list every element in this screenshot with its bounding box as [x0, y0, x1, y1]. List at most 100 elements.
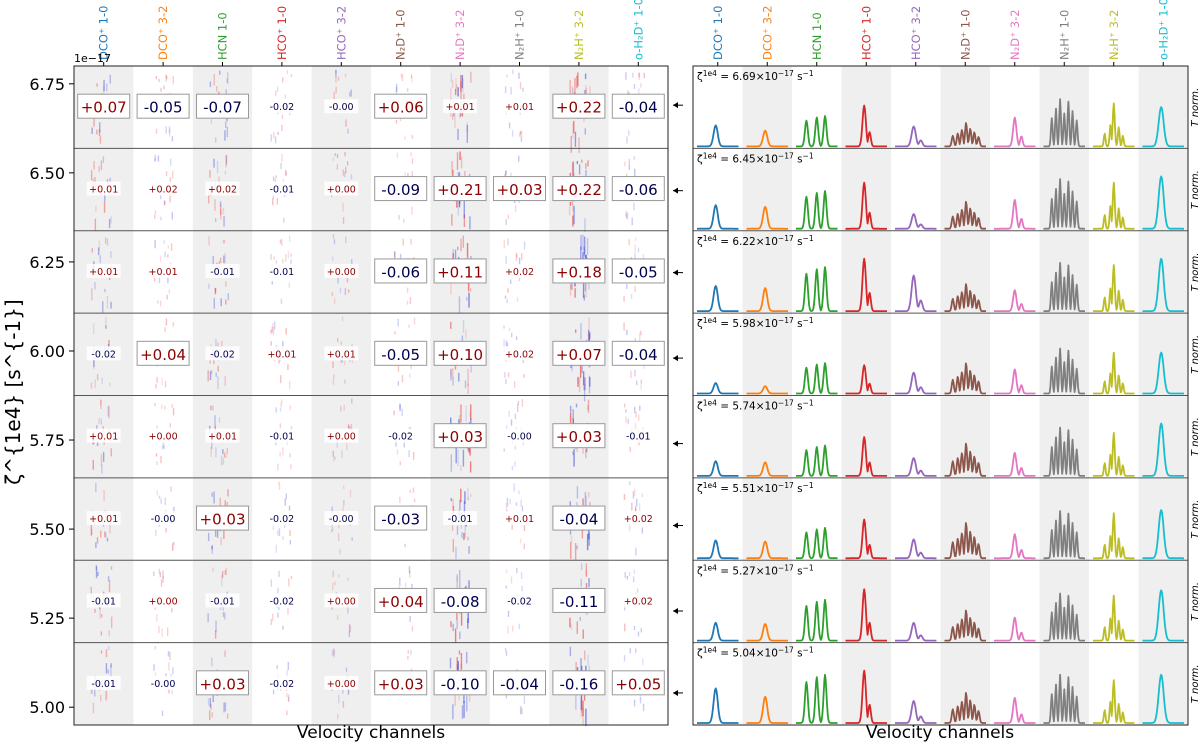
residual-streak	[344, 360, 346, 366]
residual-streak	[277, 463, 279, 471]
residual-streak	[574, 329, 577, 333]
residual-streak	[171, 542, 174, 551]
residual-streak	[107, 669, 109, 674]
residual-streak	[227, 72, 229, 84]
residual-streak	[173, 506, 175, 514]
residual-streak	[452, 248, 454, 258]
residual-value: -0.01	[91, 679, 116, 690]
value-backdrop	[86, 675, 121, 690]
residual-streak	[624, 623, 626, 632]
residual-streak	[637, 631, 640, 637]
residual-streak	[156, 461, 158, 465]
residual-streak	[460, 488, 462, 503]
species-label: HCO⁺ 1-0	[859, 6, 873, 60]
residual-value: +0.11	[437, 263, 483, 281]
residual-streak	[577, 377, 579, 388]
zeta-label-part: ζ	[697, 401, 703, 413]
residual-streak	[212, 694, 214, 703]
residual-streak	[155, 453, 158, 457]
residual-streak	[517, 401, 520, 405]
residual-streak	[583, 236, 586, 255]
residual-streak	[173, 541, 175, 546]
spectrum-line	[845, 669, 888, 724]
residual-streak	[351, 398, 353, 404]
value-backdrop	[502, 511, 537, 526]
residual-streak	[282, 535, 284, 540]
residual-streak	[100, 399, 102, 406]
residual-streak	[411, 206, 413, 215]
residual-streak	[634, 406, 636, 414]
residual-streak	[334, 581, 336, 586]
residual-streak	[628, 130, 630, 136]
spectrum-line	[1043, 262, 1086, 312]
y-scale-label: 1e−17	[74, 52, 111, 65]
residual-streak	[585, 449, 588, 453]
residual-streak	[455, 547, 457, 560]
residual-streak	[226, 502, 228, 508]
y-tick-label: 5.75	[29, 431, 65, 450]
residual-streak	[288, 235, 291, 242]
residual-streak	[627, 418, 630, 424]
residual-streak	[467, 496, 470, 501]
residual-streak	[109, 522, 111, 534]
residual-streak	[457, 246, 459, 251]
species-label: o-H₂D⁺ 1-0	[1156, 0, 1170, 60]
spectrum-line	[1092, 432, 1135, 477]
residual-streak	[336, 615, 339, 621]
residual-streak	[503, 448, 505, 452]
residual-streak	[333, 91, 335, 100]
residual-streak	[278, 528, 281, 537]
residual-streak	[624, 161, 626, 167]
value-backdrop	[502, 346, 537, 361]
residual-streak	[469, 411, 471, 417]
residual-streak	[272, 687, 275, 695]
residual-streak	[569, 617, 571, 628]
residual-streak	[222, 458, 225, 465]
residual-streak	[331, 649, 334, 657]
row-arrow-head	[673, 608, 678, 615]
species-label: N₂D⁺ 3-2	[1008, 9, 1022, 60]
residual-streak	[277, 587, 279, 594]
residual-streak	[280, 162, 282, 170]
residual-streak	[638, 73, 641, 80]
residual-streak	[642, 703, 645, 712]
residual-value: -0.03	[381, 511, 420, 529]
residual-streak	[503, 338, 505, 348]
zeta-label-part: ζ	[697, 71, 703, 83]
residual-streak	[628, 523, 631, 532]
residual-streak	[284, 94, 286, 99]
residual-streak	[515, 502, 518, 506]
left-x-axis-label: Velocity channels	[297, 723, 445, 743]
residual-streak	[98, 165, 100, 173]
residual-value: +0.01	[505, 514, 534, 525]
residual-streak	[520, 253, 523, 261]
residual-streak	[154, 154, 156, 162]
residual-streak	[343, 404, 345, 411]
residual-streak	[219, 497, 222, 508]
residual-streak	[280, 375, 282, 384]
residual-streak	[345, 667, 348, 673]
residual-streak	[507, 214, 510, 220]
residual-streak	[518, 623, 520, 630]
residual-streak	[520, 130, 523, 136]
residual-streak	[580, 563, 583, 571]
residual-streak	[413, 317, 416, 325]
residual-streak	[347, 289, 350, 294]
residual-streak	[287, 608, 289, 615]
zeta-label-part: −1	[803, 563, 814, 572]
residual-streak	[457, 87, 459, 97]
residual-streak	[333, 650, 335, 658]
residual-streak	[276, 665, 278, 669]
residual-streak	[582, 371, 585, 386]
residual-streak	[572, 87, 574, 94]
residual-streak	[404, 171, 406, 179]
spectrum-line	[1092, 594, 1135, 642]
residual-streak	[109, 382, 111, 387]
residual-streak	[521, 585, 523, 592]
residual-streak	[214, 530, 217, 537]
spectrum-line	[944, 692, 987, 724]
residual-streak	[584, 128, 587, 135]
residual-streak	[280, 402, 282, 407]
residual-streak	[344, 379, 346, 384]
spectrum-line	[894, 371, 937, 395]
